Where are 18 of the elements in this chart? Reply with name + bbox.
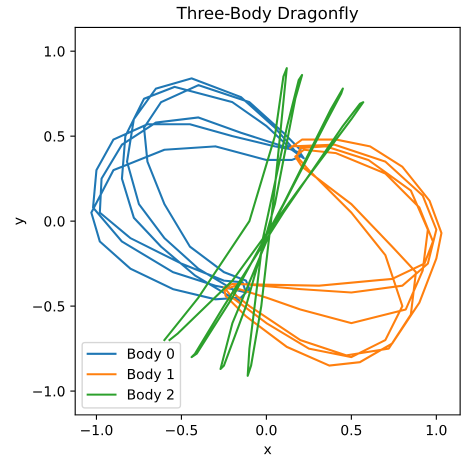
y-tick-label: −1.0 — [33, 386, 65, 397]
line-series — [222, 138, 442, 367]
x-tick-label: 1.0 — [426, 424, 446, 436]
y-tick-label: −0.5 — [33, 301, 64, 312]
legend-label: Body 0 — [128, 348, 174, 362]
x-tick-label: 0.0 — [256, 424, 277, 436]
y-axis-title: y — [16, 217, 26, 225]
y-tick-label: 1.0 — [44, 46, 65, 57]
legend-label: Body 1 — [128, 368, 174, 382]
x-tick-label: −0.5 — [166, 424, 198, 436]
x-axis-title: x — [264, 446, 272, 454]
line-series — [90, 77, 305, 302]
x-tick-label: −1.0 — [81, 424, 112, 436]
y-tick-label: 0.0 — [44, 216, 65, 227]
y-tick-label: 0.5 — [44, 131, 64, 142]
chart-title: Three-Body Dragonfly — [176, 6, 358, 23]
x-tick-label: 0.5 — [341, 424, 362, 436]
legend-label: Body 2 — [128, 388, 174, 402]
